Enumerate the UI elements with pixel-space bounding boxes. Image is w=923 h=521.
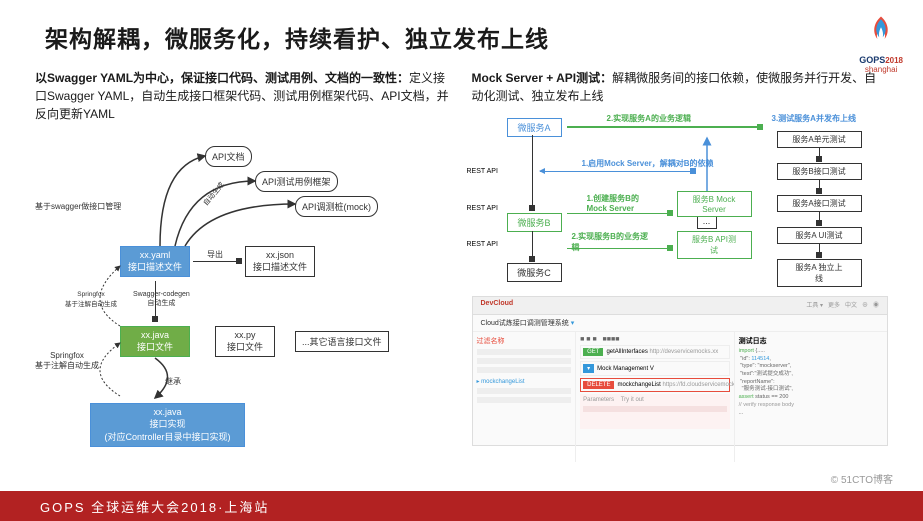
arrow-step1 xyxy=(567,213,672,214)
right-column: Mock Server + API测试：解耦微服务间的接口依赖，使微服务并行开发… xyxy=(472,69,889,466)
arrow-mock-up xyxy=(697,133,717,191)
label-step3: 3.测试服务A并发布上线 xyxy=(772,113,856,124)
ss-breadcrumb: Cloud试炼接口调测管理系统 ▾ xyxy=(473,315,888,332)
mock-diagram: 微服务A 微服务B 微服务C ... REST API REST API RES… xyxy=(472,113,889,288)
ss-api-row-2: ▾Mock Management V xyxy=(580,361,730,376)
label-swagger: 基于swagger做接口管理 xyxy=(35,201,121,212)
label-restapi2: REST API xyxy=(467,205,498,212)
right-subtitle-bold: Mock Server + API测试： xyxy=(472,71,613,85)
devcloud-screenshot: DevCloud 工具 ▾ 更多 中文 ⊕ ◉ Cloud试炼接口调测管理系统 … xyxy=(472,296,889,446)
node-mock-b: 服务B Mock Server xyxy=(677,191,752,217)
node-svc-c: 微服务C xyxy=(507,263,562,282)
left-subtitle-bold: 以Swagger YAML为中心，保证接口代码、测试用例、文档的一致性： xyxy=(35,71,409,85)
footer-bar: GOPS 全球运维大会2018·上海站 xyxy=(0,491,923,521)
node-py: xx.py 接口文件 xyxy=(215,326,275,357)
node-impl: xx.java 接口实现 (对应Controller目录中接口实现) xyxy=(90,403,245,447)
logo-city: shanghai xyxy=(859,65,903,74)
flame-icon xyxy=(863,12,899,48)
node-other: ...其它语言接口文件 xyxy=(295,331,389,352)
arrow-p4 xyxy=(819,244,820,257)
node-test-a-api: 服务A接口测试 xyxy=(777,195,862,212)
ss-logo: DevCloud xyxy=(481,300,514,307)
node-svc-b: 微服务B xyxy=(507,213,562,232)
ss-sidebar: 过滤名称 ▸ mockchangeList xyxy=(473,332,577,462)
gops-logo: GOPS2018 shanghai xyxy=(859,12,903,74)
logo-year: 2018 xyxy=(885,56,903,65)
node-api-test: API测试用例框架 xyxy=(255,171,338,192)
label-restapi1: REST API xyxy=(467,168,498,175)
left-subtitle: 以Swagger YAML为中心，保证接口代码、测试用例、文档的一致性：定义接口… xyxy=(35,69,452,123)
ss-header: DevCloud 工具 ▾ 更多 中文 ⊕ ◉ xyxy=(473,297,888,315)
node-deploy-a: 服务A 独立上 线 xyxy=(777,259,862,287)
slide-title: 架构解耦，微服务化，持续看护、独立发布上线 xyxy=(0,0,923,64)
label-codegen: Swagger-codegen 自动生成 xyxy=(133,291,190,308)
slide-container: 架构解耦，微服务化，持续看护、独立发布上线 GOPS2018 shanghai … xyxy=(0,0,923,521)
arrow-p1 xyxy=(819,148,820,161)
curve-yaml-apimock xyxy=(180,196,300,251)
label-step1: 1.创建服务B的 Mock Server xyxy=(587,193,639,213)
arrow-yaml-java xyxy=(155,281,156,321)
label-step2a: 2.实现服务A的业务逻辑 xyxy=(607,113,691,124)
node-test-a-unit: 服务A单元测试 xyxy=(777,131,862,148)
node-svc-a: 微服务A xyxy=(507,118,562,137)
label-step2b: 2.实现服务B的业务逻 辑 xyxy=(572,231,648,253)
label-restapi3: REST API xyxy=(467,241,498,248)
curve-springfox1 xyxy=(75,261,125,331)
left-column: 以Swagger YAML为中心，保证接口代码、测试用例、文档的一致性：定义接口… xyxy=(35,69,452,466)
node-test-b-api: 服务B接口测试 xyxy=(777,163,862,180)
node-api-mock: API调测桩(mock) xyxy=(295,196,378,217)
ss-log-content: import {..... "id": 114514, "type": "moc… xyxy=(739,348,883,417)
watermark: © 51CTO博客 xyxy=(831,471,893,486)
ss-body: 过滤名称 ▸ mockchangeList ■ ■ ■ ■■■■ GETgetA… xyxy=(473,332,888,462)
node-test-a-ui: 服务A UI测试 xyxy=(777,227,862,244)
arrow-yaml-json xyxy=(193,261,241,262)
logo-name: GOPS xyxy=(859,55,885,65)
arrow-p3 xyxy=(819,212,820,225)
ss-api-row-3: DELETEmockchangeList https://fd.cloudser… xyxy=(580,378,730,392)
arrow-p2 xyxy=(819,180,820,193)
arrow-b-c xyxy=(532,231,533,261)
arrow-a-b xyxy=(532,135,533,210)
curve-springfox2 xyxy=(80,341,130,401)
arrow-step2a xyxy=(567,126,762,128)
ss-search-label: 过滤名称 xyxy=(477,336,572,346)
ss-main: ■ ■ ■ ■■■■ GETgetAllInterfaces http://de… xyxy=(576,332,734,462)
ss-log-panel: 测试日志 import {..... "id": 114514, "type":… xyxy=(734,332,887,462)
footer-text: GOPS 全球运维大会2018·上海站 xyxy=(40,497,269,516)
curve-inherit xyxy=(145,356,185,401)
content-row: 以Swagger YAML为中心，保证接口代码、测试用例、文档的一致性：定义接口… xyxy=(0,64,923,471)
node-apitest-b: 服务B API测 试 xyxy=(677,231,752,259)
ss-log-title: 测试日志 xyxy=(739,336,883,346)
swagger-diagram: API文档 API测试用例框架 API调测桩(mock) 基于swagger做接… xyxy=(35,131,452,466)
right-subtitle: Mock Server + API测试：解耦微服务间的接口依赖，使微服务并行开发… xyxy=(472,69,889,105)
arrow-step1mock xyxy=(540,171,695,172)
ss-api-row-1: GETgetAllInterfaces http://devservicemoc… xyxy=(580,345,730,359)
node-java: xx.java 接口文件 xyxy=(120,326,190,357)
arrow-step2b xyxy=(567,248,672,249)
ss-detail-panel: Parameters Try it out xyxy=(580,394,730,429)
